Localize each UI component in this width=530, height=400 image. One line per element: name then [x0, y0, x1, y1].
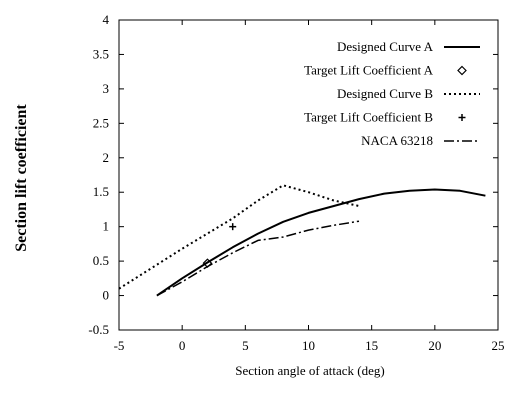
y-tick-label: 2: [103, 150, 110, 165]
x-tick-label: 15: [365, 338, 378, 353]
y-tick-label: 1.5: [93, 184, 109, 199]
designed-curve-b-line: [118, 184, 360, 290]
y-tick-label: 0: [103, 288, 110, 303]
legend-symbol-target-lift-coefficient-b: [458, 114, 466, 121]
x-axis-label: Section angle of attack (deg): [235, 363, 384, 378]
y-tick-label: 2.5: [93, 115, 109, 130]
x-tick-label: 0: [179, 338, 186, 353]
x-tick-label: 20: [428, 338, 441, 353]
y-tick-label: 3: [103, 81, 110, 96]
x-tick-label: -5: [114, 338, 125, 353]
y-tick-label: 0.5: [93, 253, 109, 268]
y-tick-label: 3.5: [93, 46, 109, 61]
x-tick-label: 10: [302, 338, 315, 353]
y-axis-label: Section lift coefficient: [13, 104, 30, 252]
x-tick-label: 25: [492, 338, 505, 353]
y-tick-label: -0.5: [88, 322, 109, 337]
naca-63218-line: [156, 220, 360, 297]
legend-label-designed-curve-b: Designed Curve B: [337, 86, 433, 101]
legend-label-target-lift-coefficient-a: Target Lift Coefficient A: [304, 63, 434, 78]
legend-label-naca-63218: NACA 63218: [361, 133, 433, 148]
legend-label-target-lift-coefficient-b: Target Lift Coefficient B: [304, 110, 433, 125]
target-lift-coefficient-b-point: [229, 223, 237, 231]
y-tick-label: 1: [103, 219, 110, 234]
legend-label-designed-curve-a: Designed Curve A: [337, 39, 434, 54]
x-tick-label: 5: [242, 338, 249, 353]
legend-symbol-target-lift-coefficient-a: [457, 65, 467, 76]
designed-curve-a-line: [156, 188, 486, 297]
y-tick-label: 4: [103, 12, 110, 27]
